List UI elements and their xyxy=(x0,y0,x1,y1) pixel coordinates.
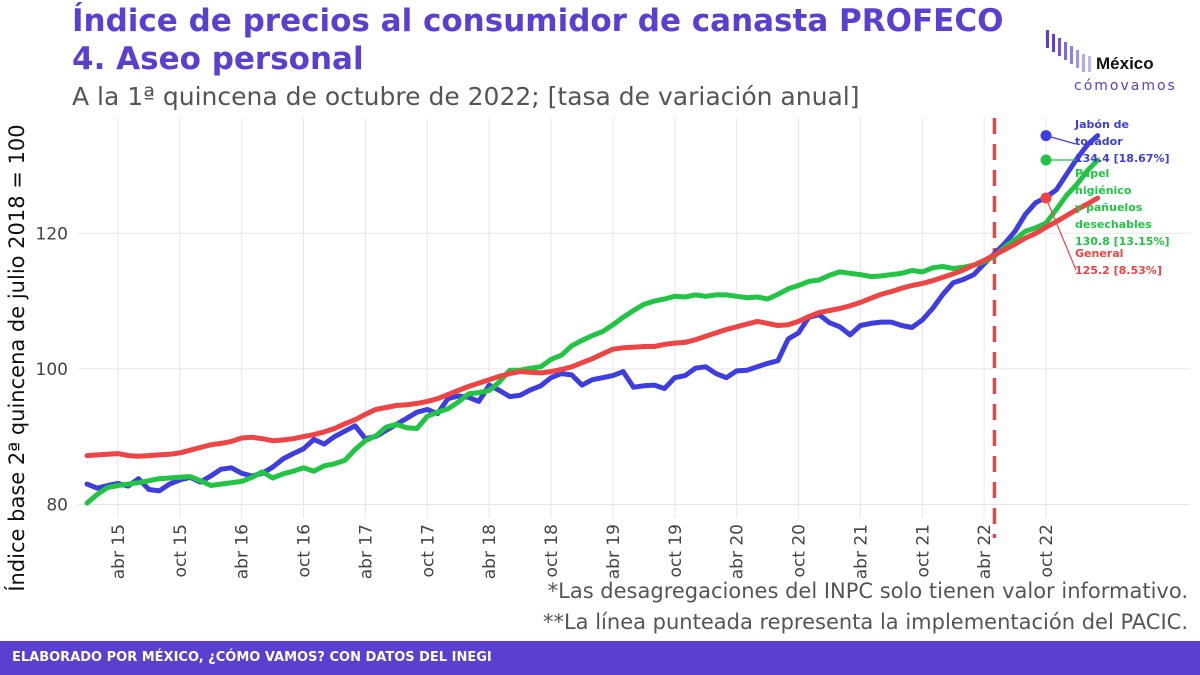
note-informativo: *Las desagregaciones del INPC solo tiene… xyxy=(547,579,1188,603)
x-tick-label: abr 21 xyxy=(851,524,871,579)
note-pacic: **La línea punteada representa la implem… xyxy=(542,610,1188,634)
logo-sub-text: cómovamos xyxy=(1074,78,1177,94)
x-tick-label: oct 20 xyxy=(790,524,810,577)
x-tick-label: abr 19 xyxy=(604,524,624,579)
series-label: tocador xyxy=(1075,135,1123,148)
x-tick-label: oct 22 xyxy=(1037,524,1057,577)
series-label-leader xyxy=(1045,135,1077,145)
notes: *Las desagregaciones del INPC solo tiene… xyxy=(543,576,1188,638)
logo-main-text: México xyxy=(1096,54,1154,73)
x-tick-label: abr 17 xyxy=(356,524,376,579)
y-tick-label: 100 xyxy=(36,360,68,380)
series-label: Papel xyxy=(1075,167,1109,180)
y-tick-label: 120 xyxy=(36,224,68,244)
x-tick-label: abr 16 xyxy=(233,524,253,579)
y-tick-label: 80 xyxy=(46,495,68,515)
chart-subtitle: A la 1ª quincena de octubre de 2022; [ta… xyxy=(72,82,860,111)
series-label: General xyxy=(1075,247,1123,260)
series-label: y pañuelos xyxy=(1075,201,1143,214)
series-label: Jabón de xyxy=(1074,118,1129,131)
x-tick-label: oct 19 xyxy=(666,524,686,577)
chart-title: Índice de precios al consumidor de canas… xyxy=(72,2,1003,78)
x-tick-label: oct 21 xyxy=(913,524,933,577)
x-tick-label: oct 15 xyxy=(171,524,191,577)
x-tick-label: oct 18 xyxy=(542,524,562,577)
series-line xyxy=(84,195,1101,459)
chart-title-line2: 4. Aseo personal xyxy=(72,41,364,77)
mexico-como-vamos-logo: México cómovamos xyxy=(1040,28,1180,98)
series-label: 125.2 [8.53%] xyxy=(1075,264,1162,277)
series-label: higiénico xyxy=(1075,184,1132,197)
line-chart: 80 100 120 abr 15 oct 15 abr 16 oct 16 abr 17 oc… xyxy=(4,118,1190,592)
series-label: 134.4 [18.67%] xyxy=(1075,152,1170,165)
x-tick-label: abr 18 xyxy=(480,524,500,579)
footer-credit: ELABORADO POR MÉXICO, ¿CÓMO VAMOS? CON D… xyxy=(12,650,492,665)
footer-bar: ELABORADO POR MÉXICO, ¿CÓMO VAMOS? CON D… xyxy=(0,641,1200,675)
bars-logo-icon xyxy=(1046,30,1091,72)
x-tick-label: abr 15 xyxy=(109,524,129,579)
x-tick-label: oct 17 xyxy=(418,524,438,577)
x-tick-label: abr 20 xyxy=(728,524,748,579)
series-label-leader xyxy=(1045,197,1077,271)
x-tick-label: oct 16 xyxy=(295,524,315,577)
x-tick-label: abr 22 xyxy=(975,524,995,579)
series-line xyxy=(84,157,1101,506)
series-label: 130.8 [13.15%] xyxy=(1075,235,1170,248)
y-axis-label: Índice base 2ª quincena de julio 2018 = … xyxy=(4,124,29,591)
chart-title-line1: Índice de precios al consumidor de canas… xyxy=(72,3,1004,39)
series-label: desechables xyxy=(1075,218,1152,231)
